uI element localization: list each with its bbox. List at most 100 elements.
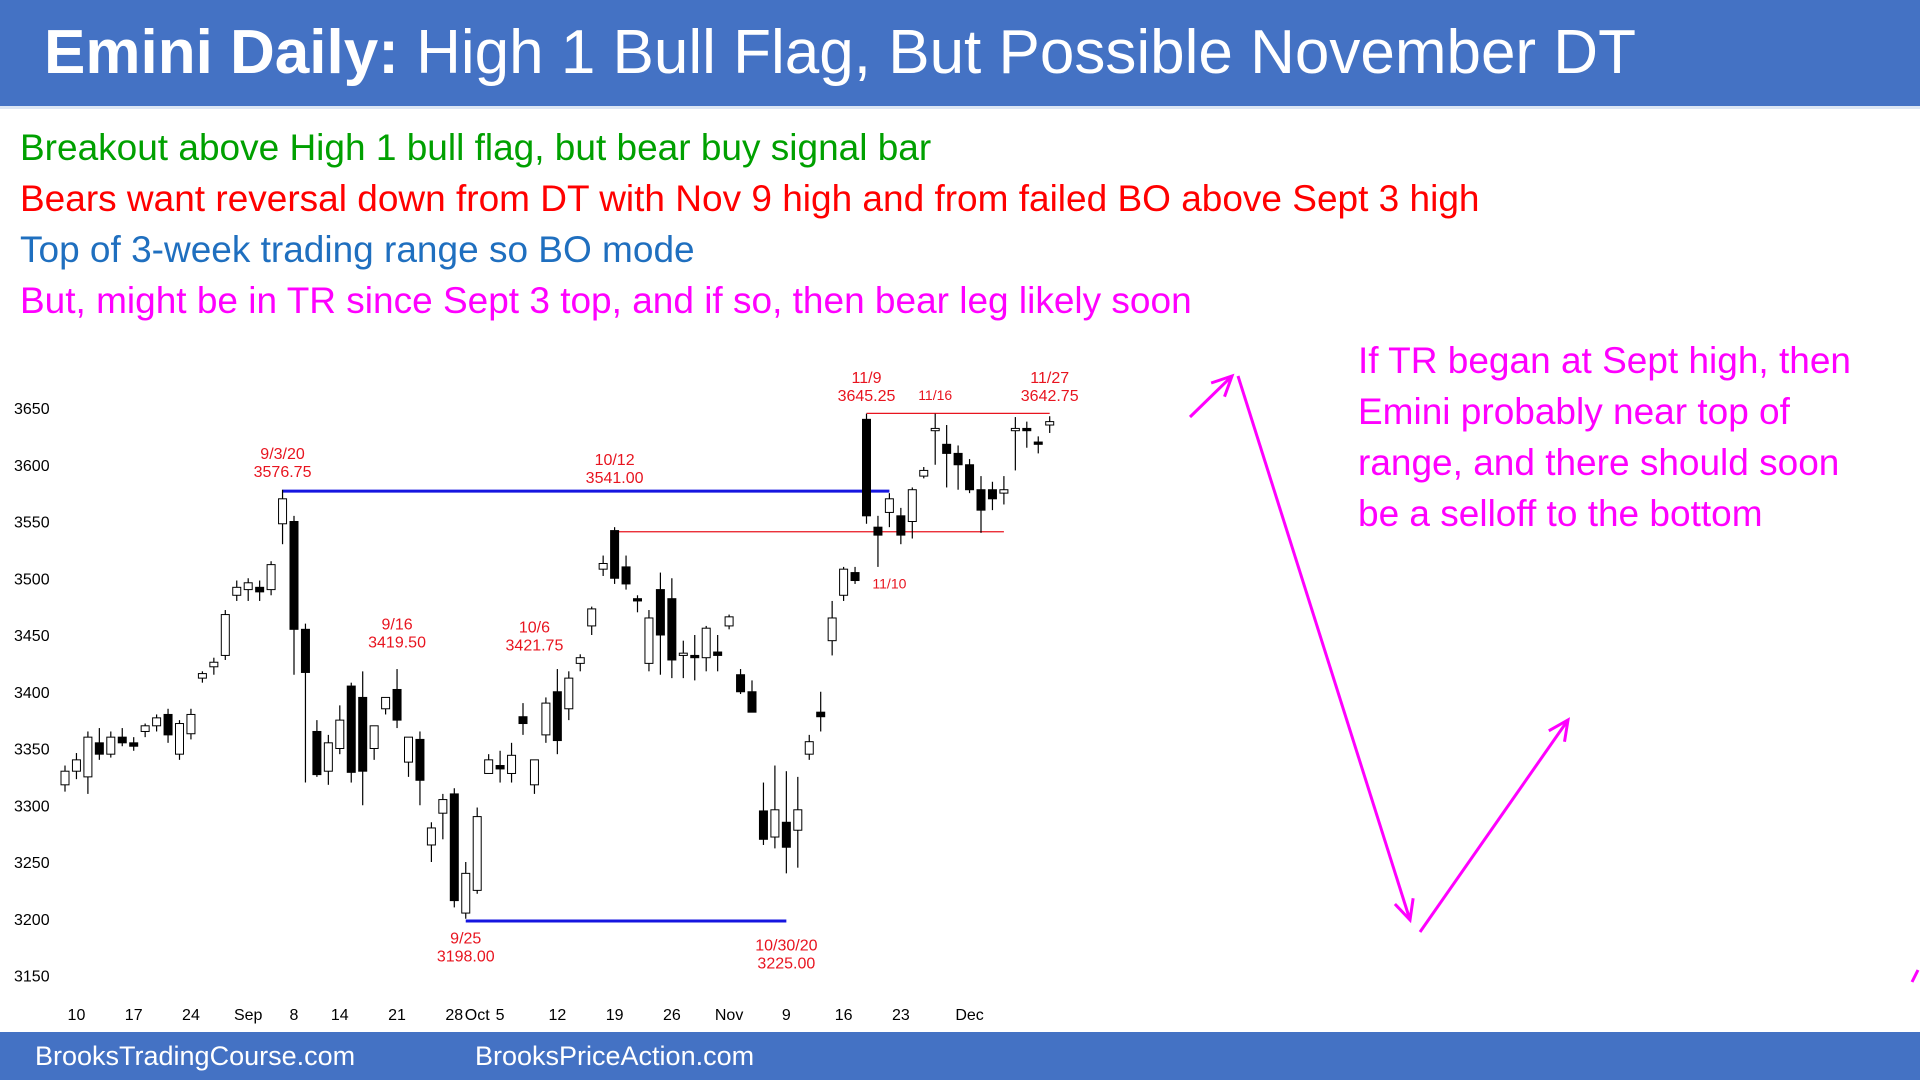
candle-body (220, 614, 230, 656)
candle-body (953, 452, 963, 466)
candle-body (243, 582, 253, 591)
candle-body (335, 719, 345, 749)
annotation-label: 9/16 (381, 616, 412, 633)
candle-body (300, 628, 310, 673)
candle-body (1033, 441, 1043, 445)
candle-body (587, 608, 597, 627)
candle-body (873, 526, 883, 536)
candle-body (83, 736, 93, 778)
candle-body (232, 586, 242, 596)
annotation-value: 3421.75 (506, 638, 564, 655)
scenario-line-3: range, and there should soon (1358, 442, 1840, 483)
x-tick-label: 23 (892, 1007, 910, 1024)
candle-body (426, 827, 436, 846)
footer-bar: BrooksTradingCourse.com BrooksPriceActio… (0, 1032, 1920, 1080)
candle-body (644, 617, 654, 664)
candle-body (552, 691, 562, 742)
annotation-label: 9/3/20 (260, 446, 305, 463)
footer-link-price-action[interactable]: BrooksPriceAction.com (475, 1041, 755, 1071)
annotation-label: 10/12 (595, 452, 635, 469)
y-tick-label: 3250 (14, 855, 50, 872)
up-arrow-top (1188, 374, 1234, 419)
candle-body (255, 586, 265, 593)
candle-body (163, 713, 173, 736)
candle-body (999, 489, 1009, 494)
annotation-label: 9/25 (450, 931, 481, 948)
candle-body (438, 799, 448, 814)
candle-body (1022, 427, 1032, 432)
x-tick-label: 16 (835, 1007, 853, 1024)
candle-body (106, 736, 116, 755)
candle-body (117, 736, 127, 744)
up-arrow-top-head (1210, 373, 1235, 398)
candle-body (690, 654, 700, 659)
candle-body (507, 754, 517, 774)
x-tick-label: Dec (955, 1007, 983, 1024)
candle-body (461, 872, 471, 914)
up-arrow-rebound-head (1548, 717, 1570, 742)
candle-body (175, 723, 184, 755)
y-tick-label: 3200 (14, 912, 50, 929)
y-tick-label: 3500 (14, 571, 50, 588)
candle-body (930, 427, 940, 432)
candle-body (518, 716, 528, 725)
x-tick-label: 17 (125, 1007, 143, 1024)
price-chart: 3150 3200 3250 3300 3350 3400 3450 3500 3550 3600… (14, 370, 1920, 1024)
candle-body (839, 568, 849, 596)
candle-body (667, 598, 677, 661)
annotation-label: 10/6 (519, 620, 550, 637)
y-tick-label: 3400 (14, 685, 50, 702)
candle-body (850, 572, 860, 582)
candle-body (541, 702, 551, 736)
y-tick-label: 3600 (14, 458, 50, 475)
candle-body (827, 617, 837, 642)
candle-body (346, 685, 356, 773)
candle-body (678, 652, 688, 656)
x-tick-label: 5 (496, 1007, 505, 1024)
candle-body (209, 661, 219, 668)
down-arrow-selloff-head (1393, 898, 1415, 924)
candle-body (312, 730, 322, 776)
candle-body (793, 809, 803, 831)
candle-body (529, 759, 539, 786)
footer-link-trading-course[interactable]: BrooksTradingCourse.com (35, 1041, 356, 1071)
annotation-value: 3225.00 (757, 956, 815, 973)
y-tick-label: 3150 (14, 969, 50, 986)
candle-body (816, 711, 826, 718)
candle-body (323, 742, 333, 772)
x-tick-label: 9 (782, 1007, 791, 1024)
page-title: Emini Daily: High 1 Bull Flag, But Possi… (44, 18, 1636, 88)
scenario-line-4: be a selloff to the bottom (1358, 493, 1763, 534)
candle-body (381, 696, 391, 710)
candle-body (655, 589, 665, 636)
annotation-value: 3541.00 (586, 470, 644, 487)
y-tick-label: 3450 (14, 628, 50, 645)
candle-body (1010, 427, 1020, 432)
note-line-3: Top of 3-week trading range so BO mode (20, 229, 695, 270)
x-tick-label: 12 (548, 1007, 566, 1024)
x-tick-label: 8 (290, 1007, 299, 1024)
candle-body (896, 515, 906, 536)
candle-body (289, 521, 299, 630)
candle-body (369, 725, 379, 749)
candle-body (197, 673, 207, 679)
candle-body (495, 765, 505, 770)
candle-body (804, 741, 814, 755)
note-line-4: But, might be in TR since Sept 3 top, an… (20, 280, 1192, 321)
scenario-note: If TR began at Sept high, then Emini pro… (1358, 335, 1898, 539)
down-arrow-selloff (1236, 375, 1412, 921)
annotation-label: 11/16 (918, 387, 952, 403)
candle-body (747, 691, 757, 713)
candle-body (781, 821, 791, 848)
candle-body (633, 598, 642, 602)
annotation-value: 3419.50 (368, 634, 426, 651)
commentary-notes: Breakout above High 1 bull flag, but bea… (20, 122, 1480, 326)
annotation-label: 11/9 (852, 370, 882, 387)
candle-body (564, 677, 574, 710)
annotation-label: 11/27 (1030, 370, 1069, 387)
title-bar: Emini Daily: High 1 Bull Flag, But Possi… (0, 0, 1920, 109)
x-tick-label: Sep (234, 1007, 263, 1024)
candle-body (919, 469, 929, 477)
candle-body (129, 742, 139, 747)
candle-body (862, 418, 871, 517)
